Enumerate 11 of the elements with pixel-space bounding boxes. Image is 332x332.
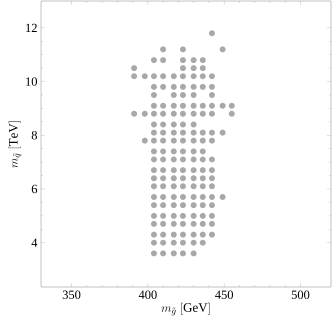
y-tick-label: 10 <box>26 77 38 86</box>
y-tick-label: 4 <box>32 238 38 247</box>
y-tick-label: 6 <box>32 184 38 194</box>
x-tick-label: 400 <box>138 290 157 299</box>
x-tick-label: 500 <box>292 290 310 299</box>
y-tick-label: 12 <box>26 24 37 32</box>
y-axis-title: $m_{\tilde{q}}\ [\mathrm{TeV}]$ <box>8 121 22 168</box>
x-tick-label: 350 <box>62 290 80 299</box>
y-tick-label: 8 <box>32 131 38 140</box>
x-tick-label: 450 <box>215 290 234 299</box>
x-axis-title: $m_{\tilde{g}}\ [\mathrm{GeV}]$ <box>162 302 210 316</box>
